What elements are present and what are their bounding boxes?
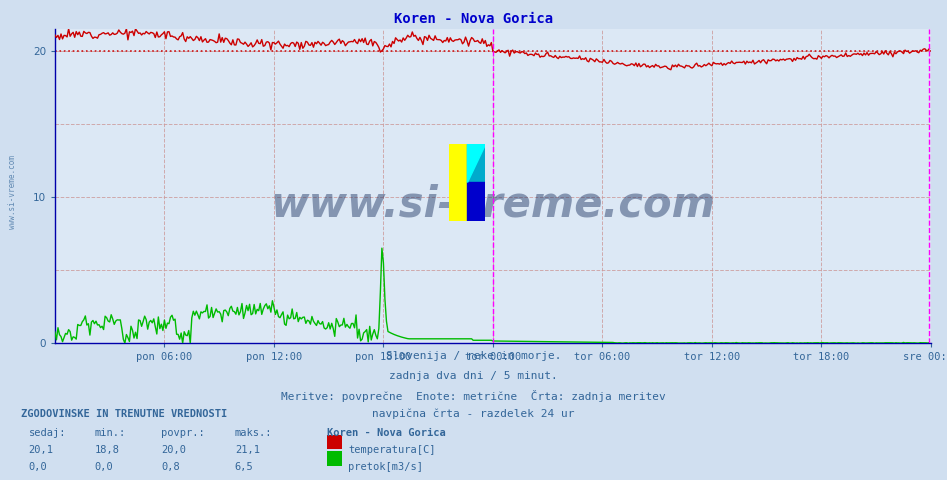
Polygon shape <box>467 182 485 221</box>
Text: povpr.:: povpr.: <box>161 428 205 438</box>
Text: sedaj:: sedaj: <box>28 428 66 438</box>
Polygon shape <box>467 144 485 182</box>
Polygon shape <box>449 144 467 221</box>
Text: Slovenija / reke in morje.: Slovenija / reke in morje. <box>385 351 562 361</box>
Text: 20,1: 20,1 <box>28 445 53 456</box>
Text: Koren - Nova Gorica: Koren - Nova Gorica <box>394 12 553 26</box>
Text: 18,8: 18,8 <box>95 445 119 456</box>
Text: pretok[m3/s]: pretok[m3/s] <box>348 462 423 472</box>
Text: navpična črta - razdelek 24 ur: navpična črta - razdelek 24 ur <box>372 409 575 420</box>
Text: ZGODOVINSKE IN TRENUTNE VREDNOSTI: ZGODOVINSKE IN TRENUTNE VREDNOSTI <box>21 409 227 419</box>
Text: 0,0: 0,0 <box>28 462 47 472</box>
Text: Meritve: povprečne  Enote: metrične  Črta: zadnja meritev: Meritve: povprečne Enote: metrične Črta:… <box>281 390 666 402</box>
Text: 6,5: 6,5 <box>235 462 254 472</box>
Text: min.:: min.: <box>95 428 126 438</box>
Polygon shape <box>467 144 485 182</box>
Text: 21,1: 21,1 <box>235 445 259 456</box>
Text: 0,0: 0,0 <box>95 462 114 472</box>
Text: Koren - Nova Gorica: Koren - Nova Gorica <box>327 428 445 438</box>
Text: 0,8: 0,8 <box>161 462 180 472</box>
Text: temperatura[C]: temperatura[C] <box>348 445 436 456</box>
Text: zadnja dva dni / 5 minut.: zadnja dva dni / 5 minut. <box>389 371 558 381</box>
Text: www.si-vreme.com: www.si-vreme.com <box>8 155 17 229</box>
Polygon shape <box>467 182 485 221</box>
Text: www.si-vreme.com: www.si-vreme.com <box>271 184 715 226</box>
Text: maks.:: maks.: <box>235 428 273 438</box>
Text: 20,0: 20,0 <box>161 445 186 456</box>
